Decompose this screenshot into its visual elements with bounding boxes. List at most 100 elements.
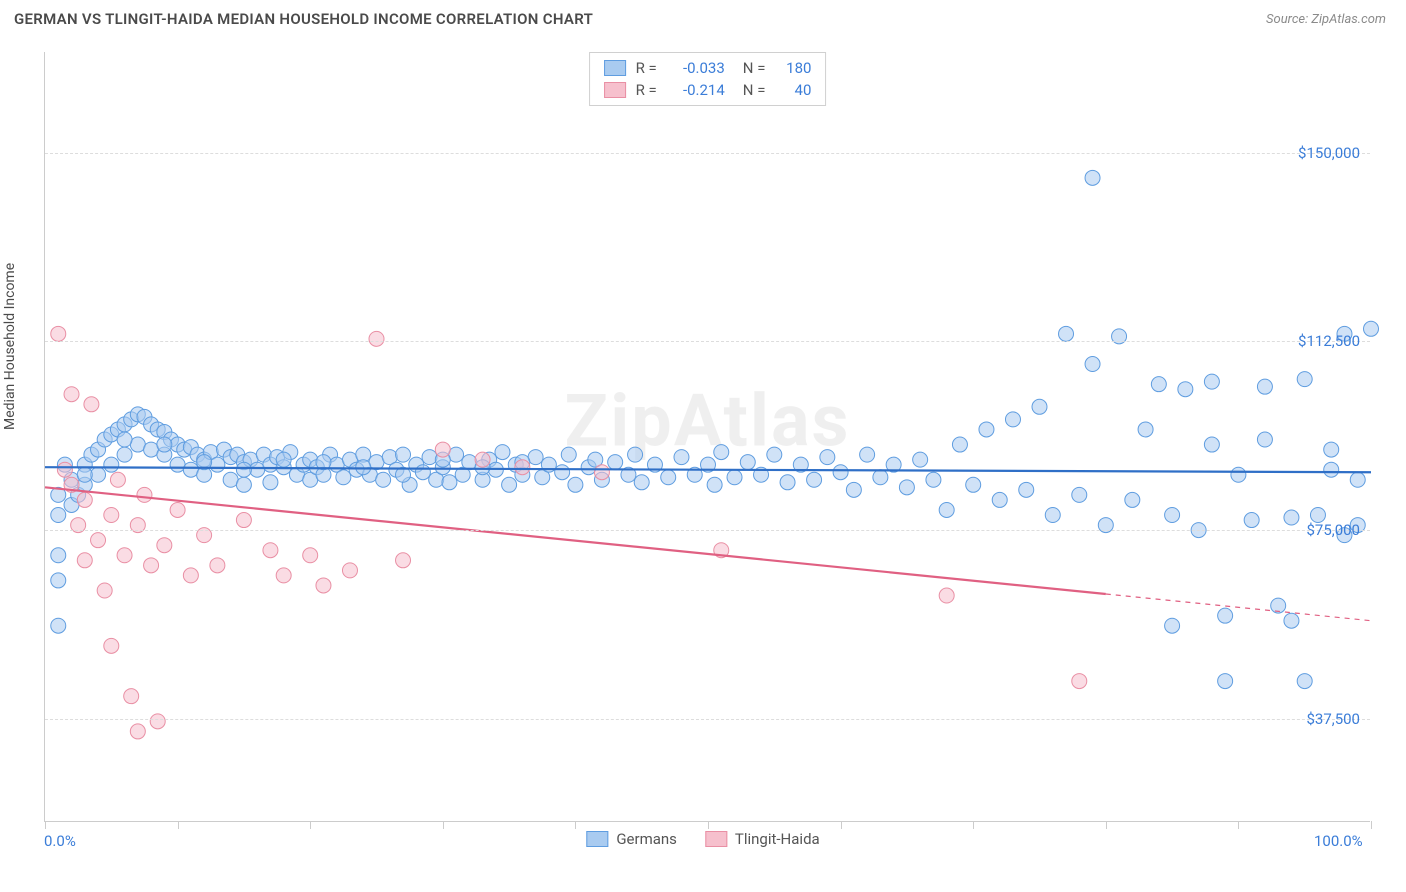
legend-n-value: 180: [775, 59, 811, 77]
data-point: [1085, 170, 1100, 185]
data-point: [1032, 399, 1047, 414]
data-point: [1151, 377, 1166, 392]
x-tick: [841, 821, 842, 829]
data-point: [236, 477, 251, 492]
data-point: [84, 397, 99, 412]
data-point: [104, 508, 119, 523]
data-point: [117, 432, 132, 447]
legend-r-label: R =: [636, 59, 657, 77]
chart-title: GERMAN VS TLINGIT-HAIDA MEDIAN HOUSEHOLD…: [14, 10, 593, 28]
data-point: [183, 568, 198, 583]
data-point: [137, 487, 152, 502]
data-point: [51, 573, 66, 588]
data-point: [124, 689, 139, 704]
gridline: [45, 153, 1370, 154]
scatter-svg: [45, 52, 1370, 821]
data-point: [1297, 674, 1312, 689]
y-tick-label: $75,000: [1306, 521, 1360, 539]
data-point: [263, 543, 278, 558]
data-point: [767, 447, 782, 462]
data-point: [170, 457, 185, 472]
data-point: [628, 447, 643, 462]
x-tick: [1106, 821, 1107, 829]
data-point: [77, 553, 92, 568]
data-point: [117, 447, 132, 462]
data-point: [661, 470, 676, 485]
data-point: [356, 460, 371, 475]
data-point: [250, 462, 265, 477]
data-point: [1284, 510, 1299, 525]
legend-swatch: [604, 60, 626, 76]
data-point: [422, 450, 437, 465]
data-point: [1257, 379, 1272, 394]
legend-swatch: [705, 831, 727, 847]
data-point: [561, 447, 576, 462]
data-point: [634, 475, 649, 490]
legend-r-label: R =: [636, 81, 657, 99]
data-point: [51, 618, 66, 633]
data-point: [104, 457, 119, 472]
legend-r-value: -0.033: [667, 59, 725, 77]
data-point: [77, 467, 92, 482]
data-point: [1165, 618, 1180, 633]
data-point: [714, 445, 729, 460]
data-point: [608, 455, 623, 470]
data-point: [396, 553, 411, 568]
x-tick: [178, 821, 179, 829]
data-point: [462, 455, 477, 470]
data-point: [495, 445, 510, 460]
data-point: [1231, 467, 1246, 482]
data-point: [157, 437, 172, 452]
data-point: [1204, 374, 1219, 389]
legend-n-value: 40: [775, 81, 811, 99]
data-point: [502, 477, 517, 492]
data-point: [144, 442, 159, 457]
data-point: [1364, 321, 1379, 336]
data-point: [555, 465, 570, 480]
data-point: [150, 714, 165, 729]
data-point: [442, 475, 457, 490]
data-point: [336, 470, 351, 485]
legend-series-item: Germans: [586, 830, 677, 848]
data-point: [1138, 422, 1153, 437]
data-point: [568, 477, 583, 492]
data-point: [210, 457, 225, 472]
data-point: [939, 588, 954, 603]
data-point: [992, 492, 1007, 507]
data-point: [1350, 472, 1365, 487]
data-point: [1297, 372, 1312, 387]
data-point: [833, 465, 848, 480]
x-tick: [575, 821, 576, 829]
legend-series-label: Tlingit-Haida: [735, 830, 820, 848]
data-point: [51, 508, 66, 523]
gridline: [45, 530, 1370, 531]
data-point: [276, 568, 291, 583]
data-point: [97, 583, 112, 598]
data-point: [475, 452, 490, 467]
data-point: [449, 447, 464, 462]
data-point: [1218, 674, 1233, 689]
data-point: [807, 472, 822, 487]
data-point: [415, 465, 430, 480]
data-point: [966, 477, 981, 492]
data-point: [303, 548, 318, 563]
data-point: [515, 460, 530, 475]
data-point: [913, 452, 928, 467]
data-point: [899, 480, 914, 495]
data-point: [77, 492, 92, 507]
x-tick-label: 100.0%: [1314, 832, 1363, 850]
data-point: [1257, 432, 1272, 447]
data-point: [1019, 482, 1034, 497]
legend-n-label: N =: [743, 81, 766, 99]
x-tick-label: 0.0%: [44, 832, 76, 850]
data-point: [396, 447, 411, 462]
data-point: [144, 558, 159, 573]
data-point: [1045, 508, 1060, 523]
chart-plot-area: ZipAtlas R =-0.033N =180R =-0.214N =40 $…: [44, 52, 1370, 822]
data-point: [780, 475, 795, 490]
data-point: [104, 638, 119, 653]
data-point: [1218, 608, 1233, 623]
data-point: [939, 502, 954, 517]
x-tick: [45, 821, 46, 829]
data-point: [342, 563, 357, 578]
